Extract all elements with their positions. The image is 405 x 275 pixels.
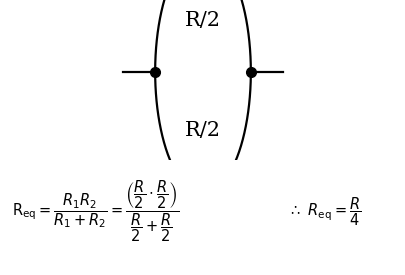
Text: $\mathrm{R}_{\mathrm{eq}} = \dfrac{R_1 R_2}{R_1 + R_2} = \dfrac{\left(\dfrac{R}{: $\mathrm{R}_{\mathrm{eq}} = \dfrac{R_1 R…	[12, 179, 179, 244]
Text: $\therefore\ R_{\mathrm{eq}} = \dfrac{R}{4}$: $\therefore\ R_{\mathrm{eq}} = \dfrac{R}…	[288, 195, 360, 228]
Text: R/2: R/2	[185, 11, 220, 30]
Text: R/2: R/2	[185, 121, 220, 140]
